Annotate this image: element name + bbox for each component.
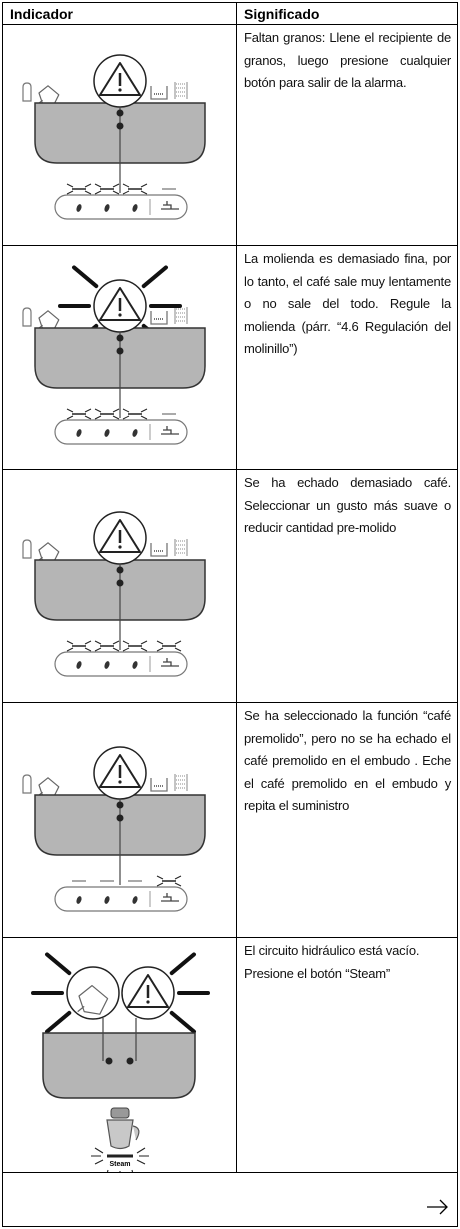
next-arrow [427, 1199, 448, 1215]
led-rays [122, 408, 148, 420]
scoop-button [161, 201, 179, 210]
panel-dot [116, 334, 124, 342]
connector [102, 1018, 137, 1061]
led-rays [94, 408, 120, 420]
arrow-icon [427, 1199, 448, 1215]
bean-button [132, 429, 138, 437]
warning-dot [118, 545, 122, 549]
tray-frame [174, 82, 188, 99]
led-rays [94, 640, 120, 652]
panel-dot [116, 566, 124, 574]
indicator-illustration: Steam [31, 952, 210, 1172]
warning-triangle [99, 62, 141, 96]
bean-container-icon [22, 774, 32, 794]
tray-frame [174, 774, 188, 791]
warning-dot [118, 780, 122, 784]
grounds-icon [150, 778, 168, 792]
led-rays [156, 875, 182, 887]
panel-dot [116, 814, 124, 822]
panel-dot [116, 347, 124, 355]
button-bar [54, 651, 188, 677]
indicator-cell: Steam [2, 937, 237, 1173]
led-rays [122, 640, 148, 652]
steam-jug [106, 1119, 140, 1150]
meaning-cell: El circuito hidráulico está vacío. Presi… [236, 937, 458, 1173]
warning-dot [146, 1000, 150, 1004]
bean-container-icon [22, 539, 32, 559]
grounds-icon [150, 86, 168, 100]
warning-triangle [99, 287, 141, 321]
display-panel [42, 1032, 196, 1099]
bean-button [76, 204, 82, 212]
led-rays [156, 640, 182, 652]
steam-label: Steam [109, 1161, 130, 1168]
bean-button [104, 429, 110, 437]
button-bar [54, 194, 188, 220]
bean-button [76, 661, 82, 669]
warning-triangle [99, 519, 141, 553]
indicator-cell [2, 24, 237, 246]
flash-ray [141, 265, 168, 289]
bean-container-icon [22, 307, 32, 327]
indicator-illustration [22, 511, 206, 677]
panel-dot [126, 1057, 134, 1065]
bean-button [76, 429, 82, 437]
footer-row [2, 1172, 458, 1227]
button-bar [54, 419, 188, 445]
flash-ray [45, 1010, 72, 1034]
bean-button [104, 661, 110, 669]
bean-button [104, 896, 110, 904]
panel-dot [116, 109, 124, 117]
indicator-illustration [22, 54, 206, 220]
bean-button [132, 204, 138, 212]
flash-ray [169, 952, 196, 976]
panel-dot [116, 801, 124, 809]
grounds-icon [150, 543, 168, 557]
flash-ray [45, 952, 72, 976]
bean-button [132, 896, 138, 904]
bean-container-icon [22, 82, 32, 102]
indicator-cell [2, 702, 237, 938]
panel-dot [105, 1057, 113, 1065]
led-rays [94, 183, 120, 195]
indicator-circle [66, 966, 120, 1020]
panel-dot [116, 579, 124, 587]
meaning-cell: Faltan granos: Llene el recipiente de gr… [236, 24, 458, 246]
indicator-illustration [22, 746, 206, 912]
scoop-button [161, 893, 179, 902]
steam-wand [110, 1107, 130, 1119]
scoop-button [161, 426, 179, 435]
bean-button [104, 204, 110, 212]
steam-rays [91, 1147, 149, 1172]
header-cell: Significado [236, 2, 458, 25]
grounds-icon [150, 311, 168, 325]
warning-dot [118, 88, 122, 92]
led-rays [66, 183, 92, 195]
indicator-cell [2, 245, 237, 470]
tray-frame [174, 307, 188, 324]
meaning-cell: Se ha echado demasiado café. Seleccionar… [236, 469, 458, 703]
flash-ray [72, 265, 99, 289]
led-rays [122, 183, 148, 195]
tray-frame [174, 539, 188, 556]
warning-triangle [127, 974, 169, 1008]
indicator-illustration [22, 265, 206, 445]
bean-button [76, 896, 82, 904]
scoop-button [161, 658, 179, 667]
led-rays [66, 640, 92, 652]
indicator-cell [2, 469, 237, 703]
warning-dot [118, 313, 122, 317]
meaning-cell: Se ha seleccionado la función “café prem… [236, 702, 458, 938]
meaning-cell: La molienda es demasiado fina, por lo ta… [236, 245, 458, 470]
button-bar [54, 886, 188, 912]
panel-dot [116, 122, 124, 130]
warning-triangle [99, 754, 141, 788]
bean-button [132, 661, 138, 669]
led-rays [66, 408, 92, 420]
header-cell: Indicador [2, 2, 237, 25]
flash-ray [169, 1010, 196, 1034]
pitcher-icon [77, 985, 109, 1015]
